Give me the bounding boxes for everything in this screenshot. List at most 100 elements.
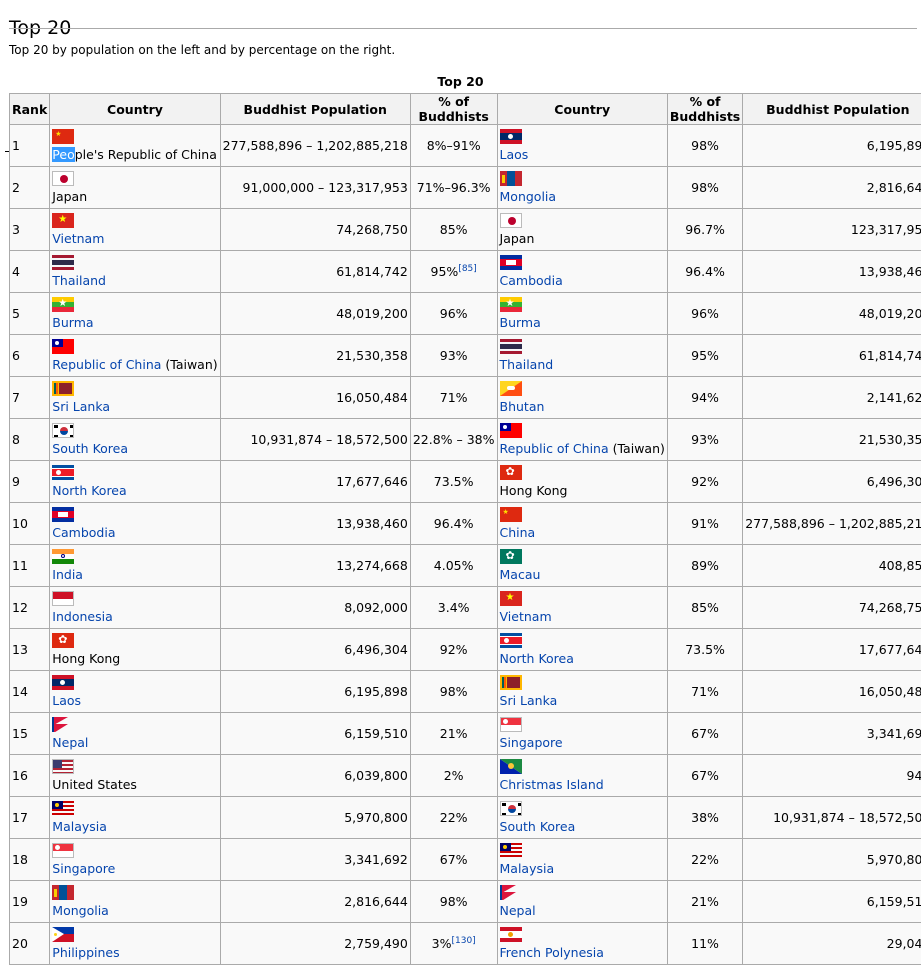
right-country-cell: Cambodia — [497, 251, 667, 293]
country-link[interactable]: Thailand — [500, 357, 554, 372]
header-rank[interactable]: Rank — [10, 94, 50, 125]
flag-burma-icon[interactable]: ★ — [500, 297, 522, 312]
left-percent-cell-value: 73.5% — [434, 474, 474, 489]
country-link[interactable]: South Korea — [52, 441, 128, 456]
flag-vietnam-icon[interactable]: ★ — [500, 591, 522, 606]
flag-india-icon[interactable] — [52, 549, 74, 564]
country-link[interactable]: Macau — [500, 567, 541, 582]
country-link[interactable]: Mongolia — [52, 903, 109, 918]
flag-sri-lanka-icon[interactable] — [500, 675, 522, 690]
country-link[interactable]: Bhutan — [500, 399, 545, 414]
rank-cell: 10 — [10, 503, 50, 545]
flag-philippines-icon[interactable] — [52, 927, 74, 942]
country-link[interactable]: Republic of China — [52, 357, 161, 372]
flag-thailand-icon[interactable] — [52, 255, 74, 270]
flag-macau-icon[interactable]: ✿ — [500, 549, 522, 564]
right-country-cell: Malaysia — [497, 839, 667, 881]
country-link[interactable]: Singapore — [500, 735, 563, 750]
country-link[interactable]: North Korea — [52, 483, 126, 498]
country-link[interactable]: Malaysia — [52, 819, 107, 834]
selected-text[interactable]: Peo — [52, 147, 74, 162]
country-link[interactable]: Singapore — [52, 861, 115, 876]
country-link[interactable]: South Korea — [500, 819, 576, 834]
flag-shape — [70, 435, 74, 438]
country-link[interactable]: Indonesia — [52, 609, 112, 624]
flag-malaysia-icon[interactable] — [52, 801, 74, 816]
country-link[interactable]: Laos — [500, 147, 529, 162]
flag-malaysia-icon[interactable] — [500, 843, 522, 858]
country-link[interactable]: Cambodia — [52, 525, 115, 540]
header-country-left[interactable]: Country — [50, 94, 220, 125]
country-link[interactable]: Burma — [500, 315, 541, 330]
right-percent-cell-value: 67% — [691, 726, 719, 741]
country-link[interactable]: Philippines — [52, 945, 119, 960]
flag-japan-icon[interactable] — [500, 213, 522, 228]
country-link[interactable]: Nepal — [52, 735, 88, 750]
country-link[interactable]: Malaysia — [500, 861, 555, 876]
country-link[interactable]: Mongolia — [500, 189, 557, 204]
flag-japan-icon[interactable] — [52, 171, 74, 186]
country-link[interactable]: Laos — [52, 693, 81, 708]
header-country-right[interactable]: Country — [497, 94, 667, 125]
country-link[interactable]: Republic of China — [500, 441, 609, 456]
flag-french-polynesia-icon[interactable] — [500, 927, 522, 942]
rank-cell: 5 — [10, 293, 50, 335]
flag-republic-of-china-icon[interactable] — [52, 339, 74, 354]
flag-people-s-republic-of-china-icon[interactable]: ★ — [52, 129, 74, 144]
country-link[interactable]: French Polynesia — [500, 945, 604, 960]
flag-bhutan-icon[interactable] — [500, 381, 522, 396]
flag-shape — [53, 768, 73, 770]
rank-cell: 19 — [10, 881, 50, 923]
flag-mongolia-icon[interactable] — [500, 171, 522, 186]
country-link[interactable]: Nepal — [500, 903, 536, 918]
country-link[interactable]: Thailand — [52, 273, 106, 288]
flag-south-korea-icon[interactable] — [500, 801, 522, 816]
country-link[interactable]: India — [52, 567, 83, 582]
flag-thailand-icon[interactable] — [500, 339, 522, 354]
country-link[interactable]: Vietnam — [52, 231, 104, 246]
flag-south-korea-icon[interactable] — [52, 423, 74, 438]
flag-christmas-island-icon[interactable] — [500, 759, 522, 774]
country-link[interactable]: Burma — [52, 315, 93, 330]
header-percent-left[interactable]: % of Buddhists — [410, 94, 497, 125]
flag-shape — [503, 845, 507, 849]
flag-laos-icon[interactable] — [52, 675, 74, 690]
left-country-cell: Mongolia — [50, 881, 220, 923]
flag-cambodia-icon[interactable] — [500, 255, 522, 270]
flag-hong-kong-icon[interactable]: ✿ — [52, 633, 74, 648]
flag-indonesia-icon[interactable] — [52, 591, 74, 606]
header-population-left[interactable]: Buddhist Population — [220, 94, 410, 125]
header-population-right[interactable]: Buddhist Population — [743, 94, 921, 125]
flag-shape — [500, 938, 522, 942]
right-percent-cell: 94% — [667, 377, 742, 419]
flag-laos-icon[interactable] — [500, 129, 522, 144]
flag-nepal-icon[interactable] — [500, 885, 522, 900]
flag-nepal-icon[interactable] — [52, 717, 74, 732]
country-link[interactable]: Vietnam — [500, 609, 552, 624]
citation-link[interactable]: [85] — [458, 264, 476, 274]
flag-shape — [503, 425, 507, 429]
flag-burma-icon[interactable]: ★ — [52, 297, 74, 312]
flag-mongolia-icon[interactable] — [52, 885, 74, 900]
flag-north-korea-icon[interactable] — [500, 633, 522, 648]
country-link[interactable]: Sri Lanka — [500, 693, 558, 708]
flag-sri-lanka-icon[interactable] — [52, 381, 74, 396]
country-link[interactable]: Sri Lanka — [52, 399, 110, 414]
country-link[interactable]: North Korea — [500, 651, 574, 666]
flag-vietnam-icon[interactable]: ★ — [52, 213, 74, 228]
flag-china-icon[interactable]: ★ — [500, 507, 522, 522]
flag-singapore-icon[interactable] — [52, 843, 74, 858]
country-link[interactable]: Cambodia — [500, 273, 563, 288]
flag-cambodia-icon[interactable] — [52, 507, 74, 522]
citation-link[interactable]: [130] — [451, 936, 475, 946]
header-percent-right[interactable]: % of Buddhists — [667, 94, 742, 125]
flag-republic-of-china-icon[interactable] — [500, 423, 522, 438]
flag-north-korea-icon[interactable] — [52, 465, 74, 480]
flag-hong-kong-icon[interactable]: ✿ — [500, 465, 522, 480]
flag-singapore-icon[interactable] — [500, 717, 522, 732]
flag-united-states-icon[interactable] — [52, 759, 74, 774]
country-link[interactable]: Christmas Island — [500, 777, 604, 792]
left-percent-cell: 2% — [410, 755, 497, 797]
country-link[interactable]: China — [500, 525, 536, 540]
